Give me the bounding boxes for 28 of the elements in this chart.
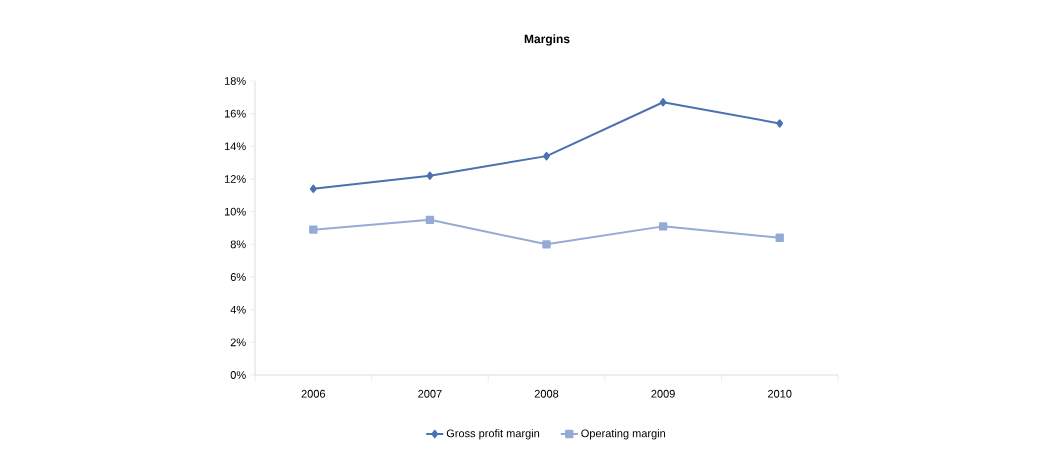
point	[542, 240, 551, 249]
y-tick-label: 6%	[230, 273, 246, 281]
y-tick-label: 8%	[230, 240, 246, 249]
chart-title: Margins	[524, 34, 570, 46]
point	[309, 225, 318, 234]
point	[658, 222, 668, 231]
x-tick-label: 2009	[651, 389, 675, 398]
y-tick-label: 12%	[224, 175, 246, 183]
y-tick-label: 2%	[230, 338, 246, 347]
legend-label: Operating margin	[581, 429, 666, 440]
x-tick-label: 2006	[301, 389, 326, 398]
point	[425, 215, 435, 225]
point	[309, 184, 317, 193]
point	[776, 119, 784, 128]
y-tick-label: 16%	[224, 109, 246, 118]
x-tick-label: 2008	[534, 389, 559, 398]
point	[543, 151, 550, 161]
point	[659, 98, 667, 107]
legend-label: Gross profit margin	[446, 429, 540, 440]
x-tick-label: 2010	[768, 389, 792, 398]
x-tick-label: 2007	[418, 389, 442, 398]
y-tick-label: 0%	[230, 371, 246, 379]
point	[775, 233, 784, 242]
y-tick-label: 18%	[224, 77, 246, 85]
point	[426, 171, 434, 180]
y-tick-label: 10%	[224, 207, 246, 216]
y-tick-label: 4%	[230, 305, 246, 314]
y-tick-label: 14%	[224, 142, 246, 151]
